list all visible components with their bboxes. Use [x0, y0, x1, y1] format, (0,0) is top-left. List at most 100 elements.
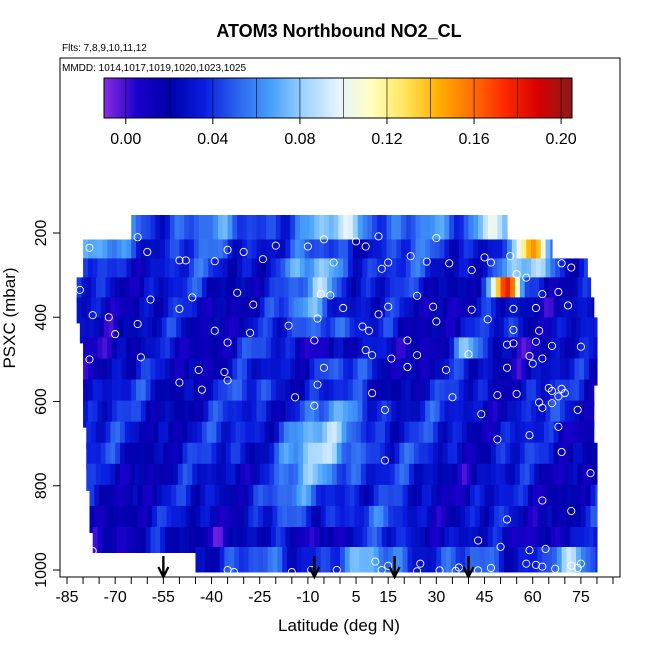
heat-cell	[388, 505, 394, 533]
heat-cell	[500, 277, 507, 304]
heat-cell	[148, 421, 155, 449]
heat-cell	[535, 358, 542, 386]
heat-cell	[577, 421, 584, 449]
heat-cell	[290, 379, 296, 407]
heat-cell	[370, 277, 376, 304]
heat-cell	[227, 379, 234, 407]
heat-cell	[139, 442, 145, 470]
heat-cell	[587, 421, 593, 449]
heat-cell	[102, 337, 108, 365]
heat-cell	[304, 239, 311, 265]
heat-cell	[582, 421, 588, 449]
heat-cell	[547, 505, 553, 533]
heat-cell	[576, 484, 582, 512]
heat-cell	[205, 484, 211, 512]
heat-cell	[487, 400, 494, 428]
heat-cell	[275, 526, 282, 553]
heat-cell	[580, 317, 587, 344]
heat-cell	[425, 215, 431, 246]
heat-cell	[107, 400, 113, 428]
heat-cell	[463, 215, 470, 246]
heat-cell	[349, 505, 356, 533]
heat-cell	[129, 442, 136, 470]
data-point	[384, 302, 393, 311]
heat-cell	[449, 337, 455, 365]
heat-cell	[458, 526, 465, 553]
heat-cell	[487, 379, 494, 407]
data-point	[445, 259, 454, 268]
heat-cell	[232, 526, 238, 553]
heat-cell	[290, 239, 296, 265]
heat-cell	[518, 484, 524, 512]
heat-cell	[282, 484, 288, 512]
heat-cell	[431, 317, 437, 344]
dates-label: MMDD: 1014,1017,1019,1020,1023,1025	[62, 63, 246, 74]
heat-cell	[99, 484, 105, 512]
heat-cell	[447, 297, 454, 324]
heat-cell	[243, 546, 250, 573]
heat-cell	[388, 484, 394, 512]
heat-cell	[311, 317, 317, 344]
heat-cell	[482, 400, 489, 428]
heat-cell	[426, 484, 433, 512]
heat-cell	[328, 400, 335, 428]
heat-cell	[174, 400, 181, 428]
heat-cell	[338, 358, 344, 386]
heat-cell	[497, 526, 503, 553]
heat-cell	[386, 258, 392, 284]
heat-cell	[124, 421, 131, 449]
heat-cell	[208, 400, 214, 428]
heat-cell	[102, 379, 108, 407]
heat-cell	[566, 546, 572, 573]
heat-cell	[513, 484, 519, 512]
heat-cell	[386, 379, 392, 407]
heat-cell	[343, 239, 349, 265]
heat-cell	[177, 421, 184, 449]
heat-cell	[79, 317, 86, 344]
heat-cell	[423, 297, 429, 324]
heat-cell	[222, 358, 229, 386]
heat-cell	[333, 215, 339, 246]
data-point	[448, 393, 457, 402]
data-point	[522, 559, 531, 568]
heat-cell	[553, 442, 559, 470]
data-point	[413, 291, 422, 300]
heat-cell	[317, 442, 323, 470]
data-point	[352, 237, 361, 246]
heat-cell	[299, 239, 306, 265]
heat-cell	[513, 546, 519, 573]
heat-cell	[519, 297, 526, 324]
observation-points	[62, 231, 595, 577]
heat-cell	[309, 526, 315, 553]
heat-cell	[348, 379, 354, 407]
data-point	[239, 247, 248, 257]
heat-cell	[413, 421, 420, 449]
heat-cell	[320, 317, 327, 344]
heat-cell	[184, 400, 190, 428]
heat-cell	[365, 277, 372, 304]
heat-cell	[360, 463, 367, 491]
heat-cell	[131, 215, 137, 246]
heat-cell	[124, 277, 131, 304]
heat-cell	[455, 505, 462, 533]
heat-cell	[303, 421, 309, 449]
heat-cell	[529, 277, 535, 304]
heat-cell	[209, 546, 216, 573]
heat-cell	[219, 484, 225, 512]
heat-cell	[507, 239, 513, 265]
heat-cell	[327, 463, 333, 491]
data-point	[432, 317, 441, 326]
heat-cell	[380, 463, 386, 491]
heat-cell	[402, 317, 409, 344]
heat-cell	[83, 358, 89, 386]
heat-cell	[181, 317, 187, 344]
heat-cell	[553, 421, 559, 449]
heat-cell	[571, 484, 577, 512]
heat-cell	[540, 526, 547, 553]
heat-cell	[333, 337, 339, 365]
heat-cell	[253, 546, 259, 573]
heat-cell	[148, 442, 155, 470]
x-tick-label: 60	[524, 589, 542, 606]
heat-cell	[508, 505, 515, 533]
